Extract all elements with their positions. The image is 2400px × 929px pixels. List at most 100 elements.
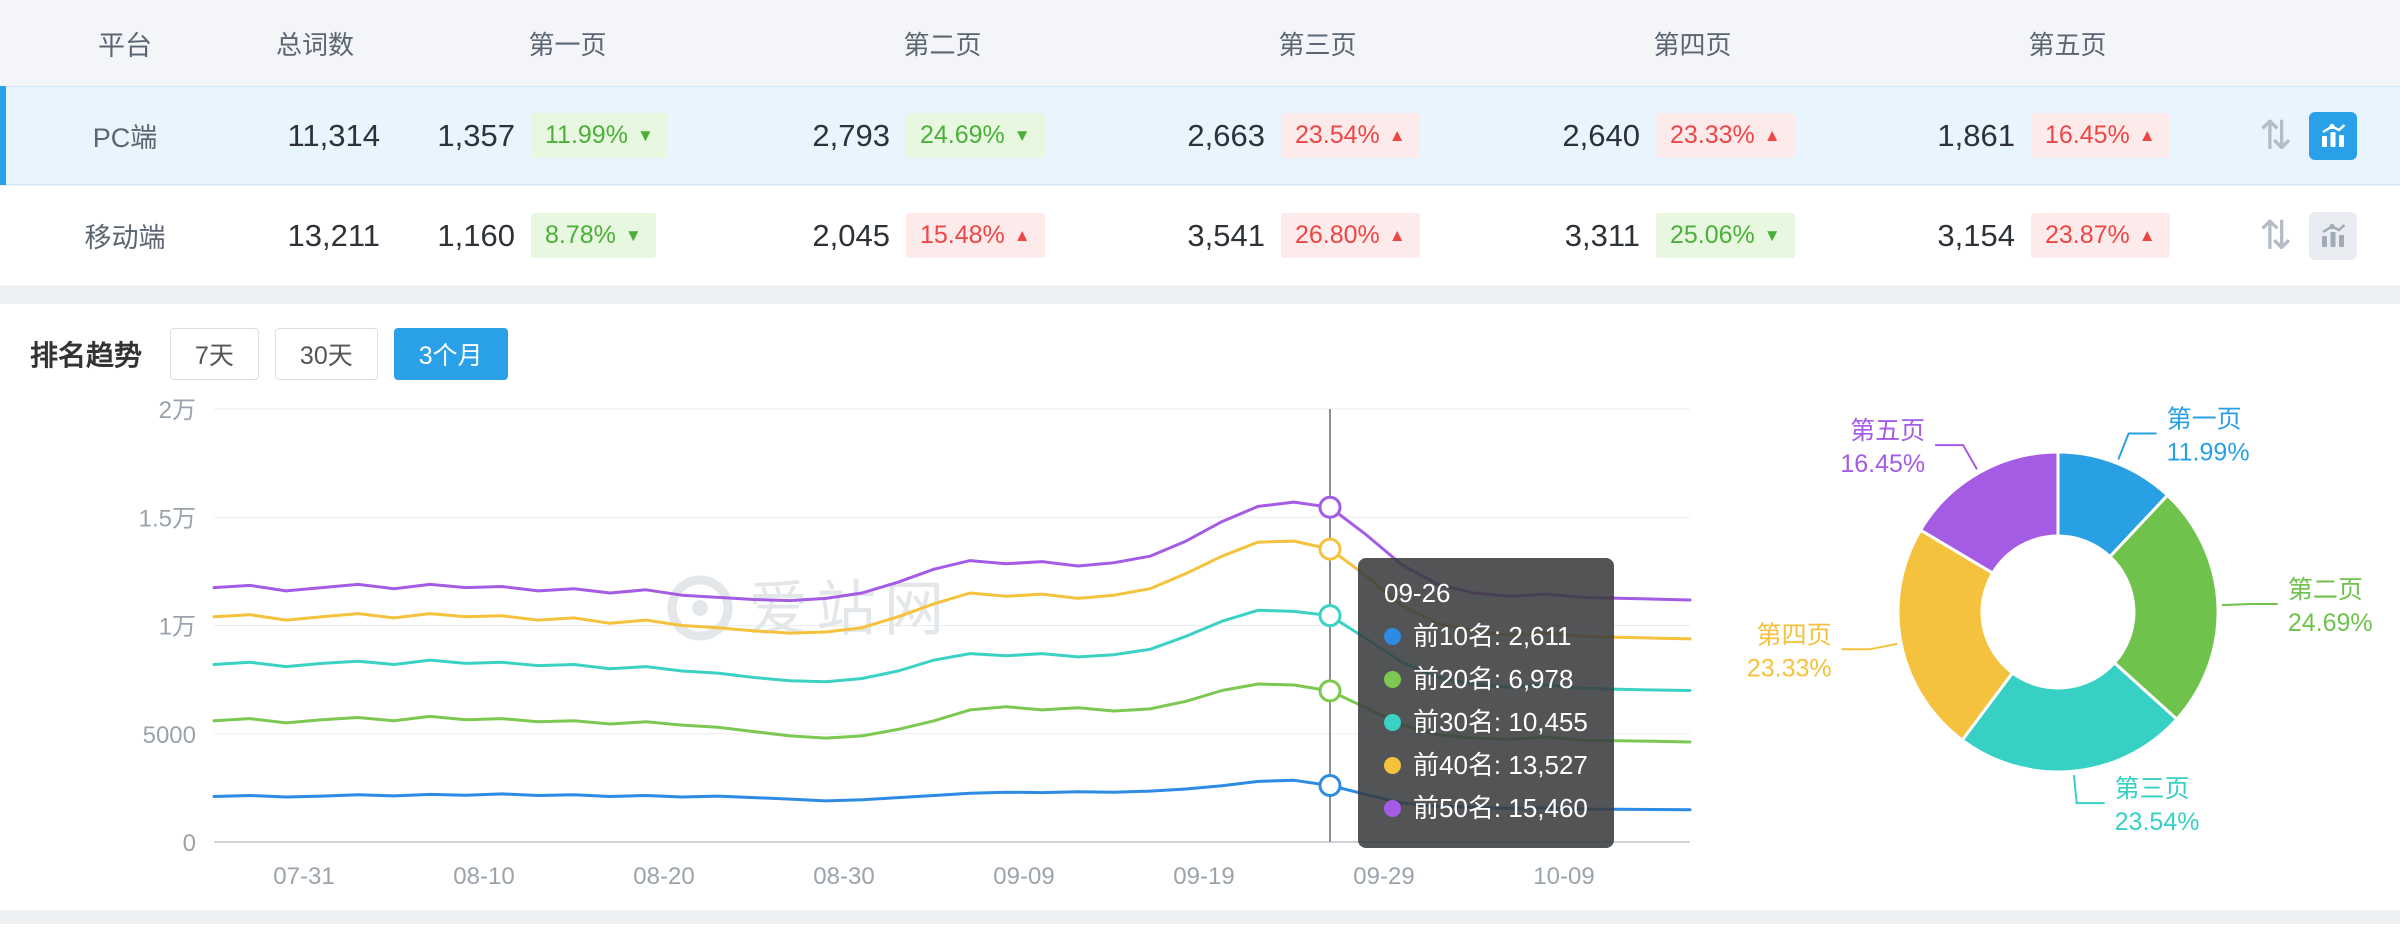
trend-arrow-icon: ▼ bbox=[636, 125, 654, 145]
page5-stat: 3,154 23.87% ▲ bbox=[1880, 213, 2255, 258]
change-badge: 24.69% ▼ bbox=[906, 113, 1045, 158]
svg-text:08-10: 08-10 bbox=[453, 863, 514, 890]
table-row-mobile[interactable]: 移动端 13,211 1,160 8.78% ▼ 2,045 15.48% ▲ 3,… bbox=[0, 186, 2400, 286]
tooltip-row: 前50名: 15,460 bbox=[1384, 787, 1588, 830]
donut-label: 第五页 16.45% bbox=[1840, 417, 1925, 478]
trend-chart: 0 5000 1万 1.5万 2万 07-31 08-10 08-20 08-30 09-09 09… bbox=[0, 390, 1760, 924]
bar-chart-icon-button[interactable] bbox=[2308, 111, 2357, 160]
trend-arrow-icon: ▲ bbox=[1388, 225, 1406, 245]
donut-slice bbox=[2107, 493, 2220, 722]
donut-label: 第四页 23.33% bbox=[1747, 621, 1832, 682]
column-header-page5: 第五页 bbox=[2028, 29, 2107, 60]
donut-slice bbox=[1918, 450, 2060, 576]
page-count: 3,154 bbox=[1937, 217, 2015, 253]
compare-icon-button[interactable]: ⇅ bbox=[2259, 213, 2293, 258]
svg-text:5000: 5000 bbox=[143, 722, 196, 749]
bar-chart-icon-button[interactable] bbox=[2308, 211, 2357, 260]
total-words-value: 13,211 bbox=[287, 217, 380, 253]
page-count: 1,861 bbox=[1937, 117, 2015, 153]
page-count: 2,793 bbox=[812, 117, 890, 153]
trend-arrow-icon: ▲ bbox=[1763, 125, 1781, 145]
page-count: 2,045 bbox=[812, 217, 890, 253]
change-badge: 8.78% ▼ bbox=[531, 213, 656, 258]
page1-stat: 1,357 11.99% ▼ bbox=[380, 113, 755, 158]
trend-section-title: 排名趋势 bbox=[30, 340, 143, 371]
column-header-page2: 第二页 bbox=[903, 29, 982, 60]
platform-label: PC端 bbox=[92, 123, 158, 153]
page4-stat: 3,311 25.06% ▼ bbox=[1505, 213, 1880, 258]
range-button-3m[interactable]: 3个月 bbox=[393, 328, 508, 380]
column-header-page1: 第一页 bbox=[528, 29, 607, 60]
donut-chart-svg[interactable]: 第一页 11.99% 第二页 24.69% 第三页 23.54% 第四页 23.33% 第五页 1… bbox=[1700, 390, 2400, 924]
change-badge: 16.45% ▲ bbox=[2031, 113, 2170, 158]
tooltip-row: 前20名: 6,978 bbox=[1384, 658, 1588, 701]
column-header-total: 总词数 bbox=[275, 29, 354, 60]
tooltip-date: 09-26 bbox=[1384, 578, 1451, 608]
series-dot bbox=[1384, 714, 1401, 731]
donut-label: 第一页 11.99% bbox=[2167, 405, 2250, 466]
chart-tooltip: 09-26 前10名: 2,611 前20名: 6,978 前30名: 10,4… bbox=[1358, 558, 1614, 848]
total-words-value: 11,314 bbox=[287, 117, 380, 153]
donut-label: 第二页 24.69% bbox=[2288, 576, 2373, 637]
range-button-7d[interactable]: 7天 bbox=[170, 328, 259, 380]
svg-text:09-09: 09-09 bbox=[993, 863, 1054, 890]
change-badge: 11.99% ▼ bbox=[531, 113, 668, 158]
page-count: 3,541 bbox=[1187, 217, 1265, 253]
trend-arrow-icon: ▼ bbox=[1013, 125, 1031, 145]
page2-stat: 2,793 24.69% ▼ bbox=[755, 113, 1130, 158]
page3-stat: 3,541 26.80% ▲ bbox=[1130, 213, 1505, 258]
page-count: 1,160 bbox=[437, 217, 515, 253]
page-count: 3,311 bbox=[1564, 217, 1640, 253]
svg-text:1.5万: 1.5万 bbox=[139, 505, 196, 532]
change-badge: 15.48% ▲ bbox=[906, 213, 1045, 258]
tooltip-row: 前30名: 10,455 bbox=[1384, 701, 1588, 744]
tooltip-row: 前10名: 2,611 bbox=[1384, 615, 1588, 658]
range-button-30d[interactable]: 30天 bbox=[274, 328, 378, 380]
platform-label: 移动端 bbox=[84, 223, 166, 253]
page3-stat: 2,663 23.54% ▲ bbox=[1130, 113, 1505, 158]
bottom-divider bbox=[0, 910, 2400, 924]
page-count: 2,663 bbox=[1187, 117, 1265, 153]
column-header-platform: 平台 bbox=[98, 30, 152, 61]
section-divider bbox=[0, 286, 2400, 304]
trend-arrow-icon: ▼ bbox=[624, 225, 642, 245]
svg-text:09-29: 09-29 bbox=[1353, 863, 1414, 890]
page-count: 1,357 bbox=[437, 117, 515, 153]
change-badge: 23.33% ▲ bbox=[1656, 113, 1795, 158]
page5-stat: 1,861 16.45% ▲ bbox=[1880, 113, 2255, 158]
svg-text:2万: 2万 bbox=[159, 397, 196, 424]
trend-arrow-icon: ▲ bbox=[2138, 225, 2156, 245]
series-dot bbox=[1384, 628, 1401, 645]
page4-stat: 2,640 23.33% ▲ bbox=[1505, 113, 1880, 158]
series-dot bbox=[1384, 757, 1401, 774]
change-badge: 23.54% ▲ bbox=[1281, 113, 1420, 158]
donut-label: 第三页 23.54% bbox=[2115, 775, 2200, 836]
page-distribution-chart: 第一页 11.99% 第二页 24.69% 第三页 23.54% 第四页 23.33% 第五页 1… bbox=[1700, 390, 2400, 924]
donut-slice bbox=[1896, 528, 2015, 743]
page1-stat: 1,160 8.78% ▼ bbox=[380, 213, 755, 258]
bar-chart-icon bbox=[2321, 123, 2345, 147]
svg-text:08-20: 08-20 bbox=[633, 863, 694, 890]
trend-arrow-icon: ▲ bbox=[1388, 125, 1406, 145]
svg-text:0: 0 bbox=[183, 830, 196, 857]
page-count: 2,640 bbox=[1562, 117, 1640, 153]
svg-text:08-30: 08-30 bbox=[813, 863, 874, 890]
svg-text:10-09: 10-09 bbox=[1533, 863, 1594, 890]
svg-text:09-19: 09-19 bbox=[1173, 863, 1234, 890]
change-badge: 23.87% ▲ bbox=[2031, 213, 2170, 258]
donut-slice bbox=[1960, 660, 2179, 774]
trend-arrow-icon: ▼ bbox=[1763, 225, 1781, 245]
page2-stat: 2,045 15.48% ▲ bbox=[755, 213, 1130, 258]
compare-icon-button[interactable]: ⇅ bbox=[2259, 113, 2293, 158]
series-dot bbox=[1384, 800, 1401, 817]
svg-text:1万: 1万 bbox=[159, 614, 196, 641]
table-row-pc[interactable]: PC端 11,314 1,357 11.99% ▼ 2,793 24.69% ▼ 2… bbox=[0, 86, 2400, 186]
trend-arrow-icon: ▲ bbox=[1013, 225, 1031, 245]
trend-arrow-icon: ▲ bbox=[2138, 125, 2156, 145]
bar-chart-icon bbox=[2321, 223, 2345, 247]
svg-text:07-31: 07-31 bbox=[273, 863, 334, 890]
trend-controls: 排名趋势 7天 30天 3个月 bbox=[30, 328, 2400, 380]
tooltip-row: 前40名: 13,527 bbox=[1384, 744, 1588, 787]
change-badge: 25.06% ▼ bbox=[1656, 213, 1795, 258]
change-badge: 26.80% ▲ bbox=[1281, 213, 1420, 258]
